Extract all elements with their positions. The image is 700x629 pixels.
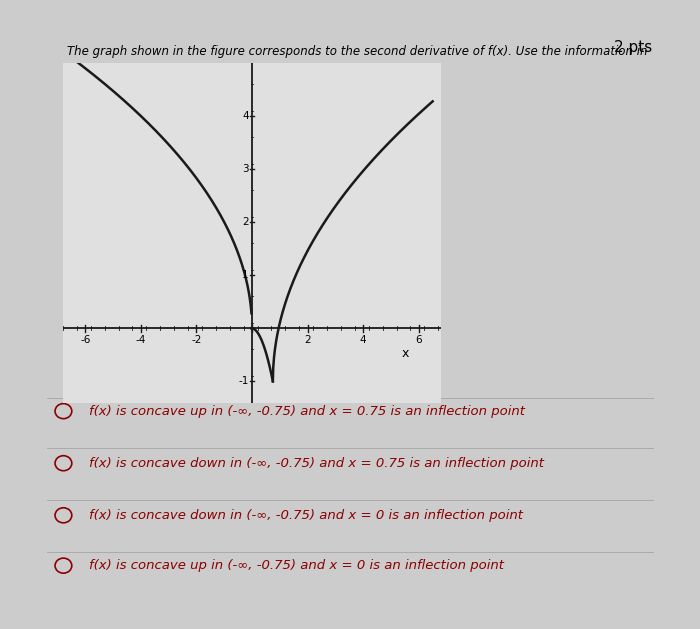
- Text: 2 pts: 2 pts: [615, 40, 652, 55]
- Text: it to choose the correct answer.: it to choose the correct answer.: [66, 63, 253, 75]
- Text: 4: 4: [242, 111, 248, 121]
- Text: 2: 2: [304, 335, 311, 345]
- Text: 6: 6: [416, 335, 422, 345]
- Text: f(x) is concave down in (-∞, -0.75) and x = 0 is an inflection point: f(x) is concave down in (-∞, -0.75) and …: [89, 509, 523, 522]
- Text: -1: -1: [238, 376, 248, 386]
- Text: The graph shown in the figure corresponds to the second derivative of f(x). Use : The graph shown in the figure correspond…: [66, 45, 647, 58]
- Text: f(x) is concave up in (-∞, -0.75) and x = 0.75 is an inflection point: f(x) is concave up in (-∞, -0.75) and x …: [89, 404, 525, 418]
- Text: 1: 1: [242, 270, 248, 280]
- Text: 2: 2: [242, 217, 248, 227]
- Text: f(x) is concave up in (-∞, -0.75) and x = 0 is an inflection point: f(x) is concave up in (-∞, -0.75) and x …: [89, 559, 504, 572]
- Text: x: x: [401, 347, 409, 360]
- Text: -4: -4: [136, 335, 146, 345]
- Text: f(x) is concave down in (-∞, -0.75) and x = 0.75 is an inflection point: f(x) is concave down in (-∞, -0.75) and …: [89, 457, 544, 470]
- Text: 3: 3: [242, 164, 248, 174]
- Text: -6: -6: [80, 335, 90, 345]
- Text: 4: 4: [360, 335, 367, 345]
- Text: -2: -2: [191, 335, 202, 345]
